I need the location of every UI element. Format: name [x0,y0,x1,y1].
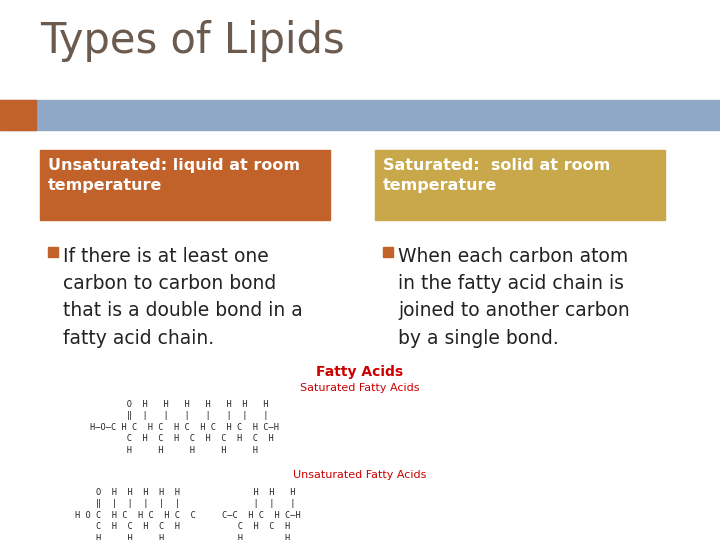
Text: O  H  H  H  H  H              H  H   H
    ‖  |  |  |  |  |              |  |   : O H H H H H H H H ‖ | | | | | | | [75,488,301,540]
Bar [0,100,720,130]
Text: Fatty Acids: Fatty Acids [316,365,404,379]
Text: If there is at least one
carbon to carbon bond
that is a double bond in a
fatty : If there is at least one carbon to carbo… [63,247,302,348]
Bar [40,150,330,220]
Text: Unsaturated Fatty Acids: Unsaturated Fatty Acids [293,470,427,480]
Bar [375,150,665,220]
Text: Saturated:  solid at room
temperature: Saturated: solid at room temperature [383,158,611,193]
Bar [0,100,36,130]
Text: Unsaturated: liquid at room
temperature: Unsaturated: liquid at room temperature [48,158,300,193]
Text: When each carbon atom
in the fatty acid chain is
joined to another carbon
by a s: When each carbon atom in the fatty acid … [398,247,630,348]
Bar [48,247,58,257]
Text: Types of Lipids: Types of Lipids [40,20,345,62]
Bar [383,247,393,257]
Text: O  H   H   H   H   H  H   H
       ‖  |   |   |   |   |  |   |
H—O—C H C  H C  H: O H H H H H H H ‖ | | | | | | | H—O—C H … [90,400,279,455]
Text: Saturated Fatty Acids: Saturated Fatty Acids [300,383,420,393]
